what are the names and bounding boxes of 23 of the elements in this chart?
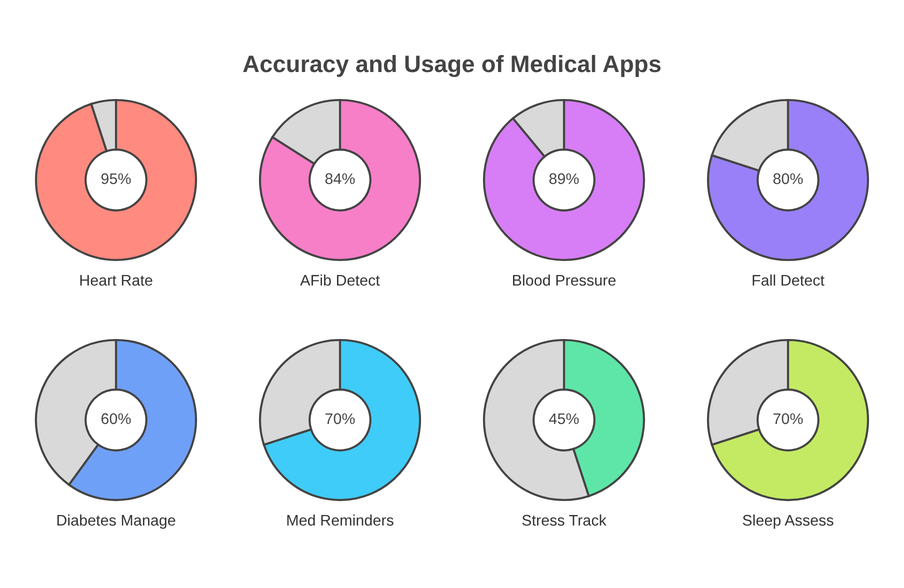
text: Accuracy and Usage of Medical Apps <box>243 54 661 78</box>
data-label: 70% <box>773 413 803 424</box>
data-label: 70% <box>325 413 355 424</box>
donut-slice <box>710 338 870 502</box>
text: Diabetes Manage <box>57 514 176 529</box>
donut-slice <box>262 338 422 502</box>
donut-slice <box>258 98 422 262</box>
data-label: 89% <box>549 173 579 184</box>
text: Med Reminders <box>287 514 394 526</box>
text: Heart Rate <box>80 275 152 286</box>
data-label: 60% <box>101 413 131 424</box>
text: Sleep Assess <box>742 514 834 529</box>
donut-slice <box>34 98 198 262</box>
text: Stress Track <box>522 514 606 526</box>
data-label: 95% <box>101 173 131 184</box>
donut-slice <box>706 98 870 262</box>
text: Blood Pressure <box>513 274 616 286</box>
data-label: 80% <box>773 173 803 184</box>
text: Fall Detect <box>752 274 824 286</box>
data-label: 45% <box>549 413 579 424</box>
data-label: 84% <box>325 173 355 184</box>
donut-slice <box>482 98 646 262</box>
text: AFib Detect <box>300 274 380 286</box>
